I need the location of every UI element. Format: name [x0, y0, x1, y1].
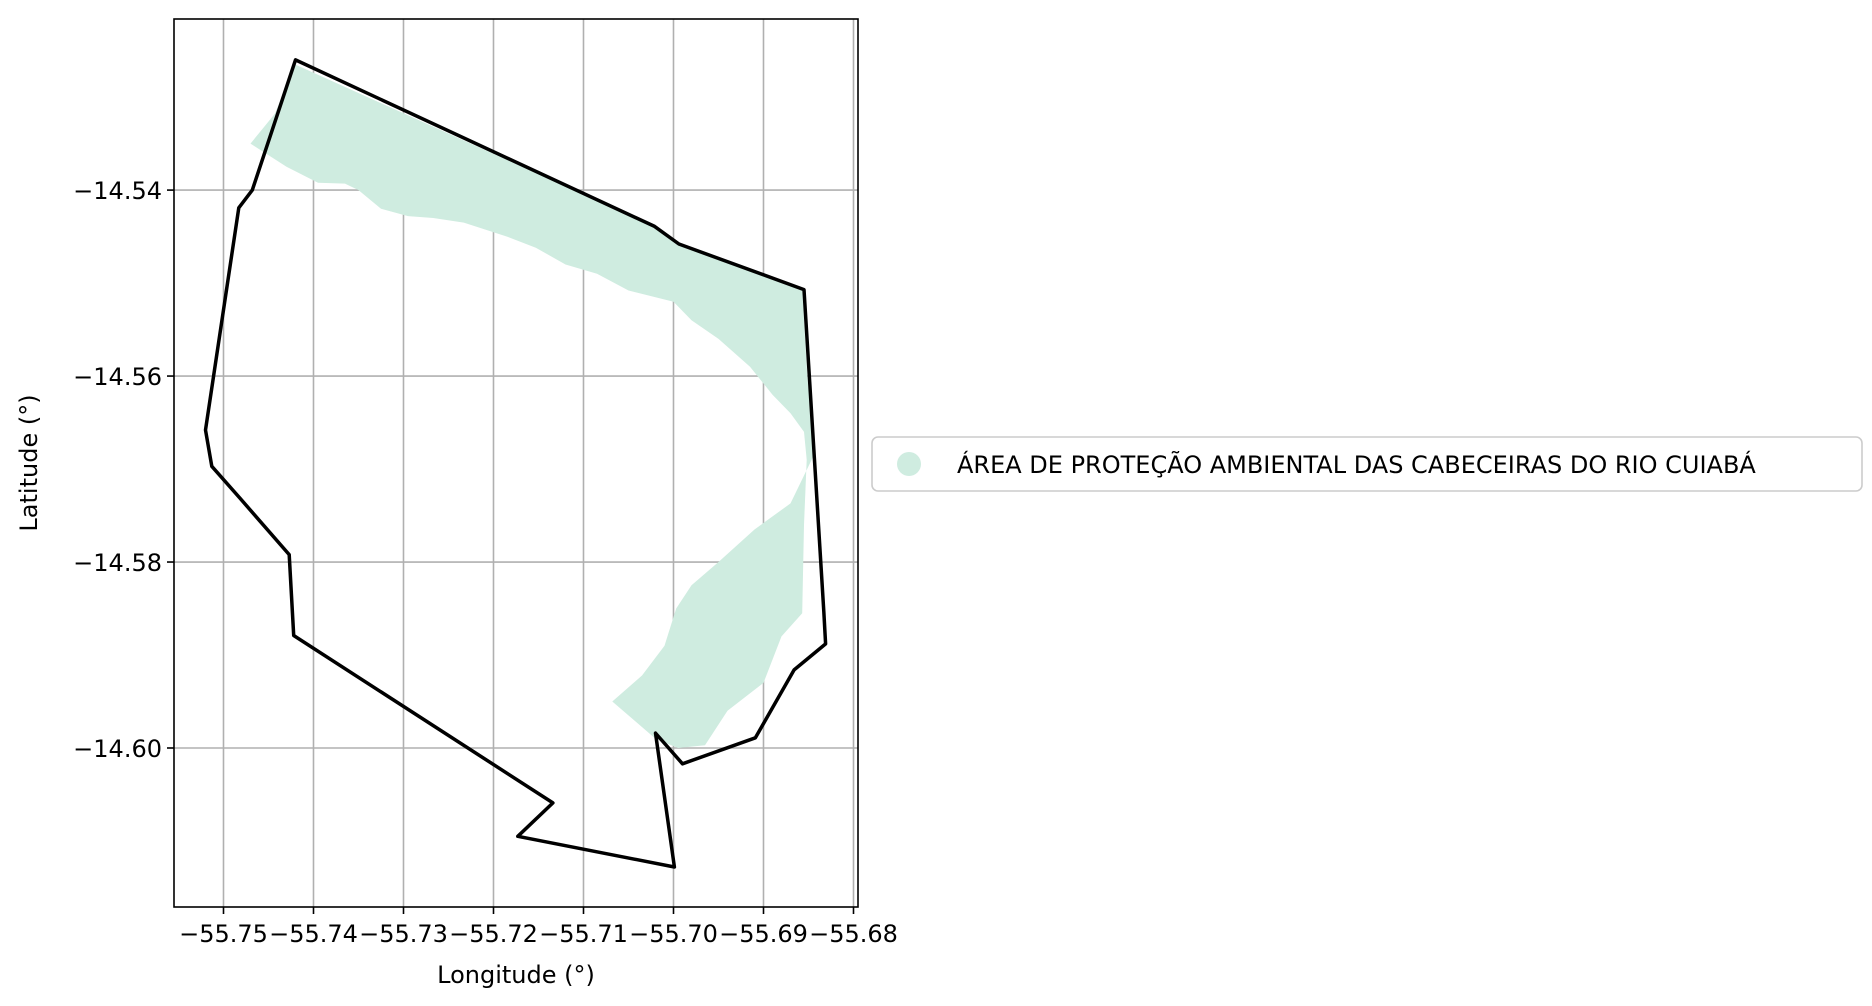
municipality-boundary-line	[203, 58, 828, 869]
legend-frame	[871, 436, 1863, 492]
axes-frame	[173, 18, 859, 908]
x-tick-label: −55.75	[179, 920, 268, 948]
y-tick-label: −14.54	[73, 177, 162, 205]
y-tick-label: −14.58	[73, 549, 162, 577]
x-tick-label: −55.69	[719, 920, 808, 948]
x-axis-ticks: −55.75 −55.74 −55.73 −55.72 −55.71 −55.70 −55.…	[179, 907, 898, 948]
legend-label: ÁREA DE PROTEÇÃO AMBIENTAL DAS CABECEIRA…	[957, 449, 1756, 479]
x-tick-label: −55.71	[539, 920, 628, 948]
legend: ÁREA DE PROTEÇÃO AMBIENTAL DAS CABECEIRA…	[871, 436, 1863, 492]
y-tick-label: −14.60	[73, 735, 162, 763]
x-tick-label: −55.68	[809, 920, 898, 948]
y-tick-label: −14.56	[73, 363, 162, 391]
x-tick-label: −55.72	[449, 920, 538, 948]
x-tick-label: −55.74	[269, 920, 358, 948]
y-axis-ticks: −14.54 −14.56 −14.58 −14.60	[73, 177, 174, 763]
x-axis-title: Longitude (°)	[437, 961, 595, 989]
protected-area-polygon	[250, 64, 816, 749]
x-tick-label: −55.73	[359, 920, 448, 948]
y-axis-title: Latitude (°)	[15, 394, 43, 531]
legend-marker-circle	[897, 452, 921, 476]
x-tick-label: −55.70	[629, 920, 718, 948]
